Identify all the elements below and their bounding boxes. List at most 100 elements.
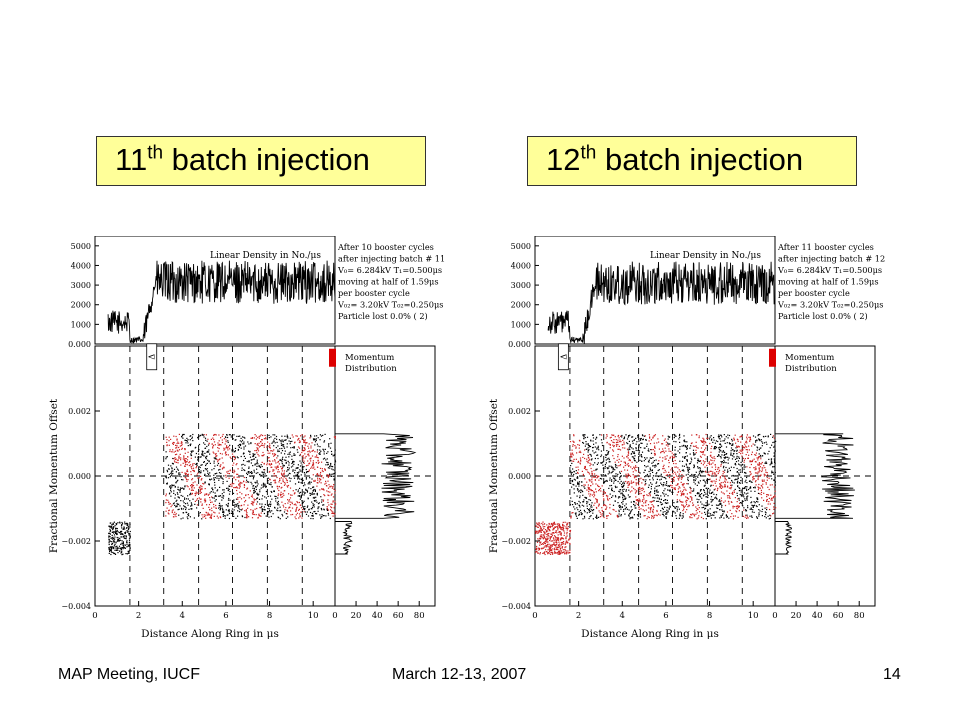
particle xyxy=(197,450,199,453)
particle xyxy=(281,501,283,503)
particle xyxy=(740,495,743,497)
particle xyxy=(767,474,769,476)
particle xyxy=(328,446,330,448)
particle xyxy=(652,437,654,439)
particle xyxy=(704,513,707,515)
title-text: batch injection xyxy=(596,142,804,177)
particle xyxy=(279,448,281,450)
particle xyxy=(592,483,594,485)
particle xyxy=(696,508,698,510)
particle xyxy=(628,483,630,485)
particle xyxy=(611,488,613,491)
particle xyxy=(602,464,604,466)
particle xyxy=(642,495,644,497)
particle xyxy=(699,494,701,496)
particle xyxy=(771,444,773,446)
particle xyxy=(732,507,734,509)
particle xyxy=(603,491,605,493)
particle xyxy=(618,505,620,507)
particle xyxy=(767,453,769,455)
particle xyxy=(195,452,197,455)
particle xyxy=(109,529,112,531)
particle xyxy=(717,472,719,475)
particle xyxy=(720,487,723,489)
particle xyxy=(256,465,258,467)
particle xyxy=(599,516,602,518)
particle xyxy=(602,461,604,463)
particle xyxy=(717,440,719,443)
particle xyxy=(196,484,198,486)
particle xyxy=(643,471,645,474)
particle xyxy=(718,448,720,450)
particle xyxy=(649,479,651,481)
particle xyxy=(593,475,595,477)
particle xyxy=(587,443,589,445)
particle xyxy=(692,449,695,451)
particle xyxy=(270,436,272,438)
particle xyxy=(701,451,703,453)
particle xyxy=(109,550,111,553)
particle xyxy=(254,434,256,436)
particle xyxy=(177,509,179,511)
particle xyxy=(312,493,314,495)
particle xyxy=(215,457,217,459)
particle xyxy=(712,471,714,473)
particle xyxy=(184,498,186,500)
particle xyxy=(760,493,762,496)
particle xyxy=(187,513,189,516)
particle xyxy=(251,437,253,439)
particle xyxy=(766,499,768,501)
particle xyxy=(273,479,275,482)
particle xyxy=(717,507,719,509)
particle xyxy=(746,438,748,440)
particle xyxy=(176,438,178,440)
particle xyxy=(625,473,627,475)
particle xyxy=(241,467,243,469)
particle xyxy=(279,440,282,442)
particle xyxy=(756,516,758,518)
particle xyxy=(303,449,305,452)
particle xyxy=(637,488,639,490)
particle xyxy=(768,458,770,460)
particle xyxy=(119,539,121,541)
particle xyxy=(239,509,241,511)
particle xyxy=(175,506,177,508)
particle xyxy=(695,478,697,480)
particle xyxy=(655,473,657,475)
particle xyxy=(623,488,625,490)
particle xyxy=(302,455,304,457)
particle xyxy=(260,464,262,466)
particle xyxy=(758,469,760,471)
particle xyxy=(285,513,287,515)
particle xyxy=(638,487,640,489)
particle xyxy=(617,434,620,437)
particle xyxy=(681,460,684,462)
particle xyxy=(705,496,707,498)
particle xyxy=(774,481,776,483)
particle xyxy=(634,459,636,462)
particle xyxy=(168,468,170,470)
particle xyxy=(298,481,300,483)
particle xyxy=(706,496,708,498)
particle xyxy=(175,466,178,468)
particle xyxy=(635,465,637,467)
particle xyxy=(171,473,173,475)
particle xyxy=(213,503,215,506)
particle xyxy=(258,464,260,467)
particle xyxy=(212,437,214,439)
particle xyxy=(314,480,316,482)
particle xyxy=(707,509,709,511)
particle xyxy=(619,496,621,498)
particle xyxy=(703,471,705,473)
particle xyxy=(261,444,263,447)
particle xyxy=(702,464,704,466)
particle xyxy=(252,455,254,458)
particle xyxy=(635,496,637,498)
particle xyxy=(192,467,195,469)
particle xyxy=(217,447,219,449)
particle xyxy=(325,515,327,517)
particle xyxy=(675,456,677,458)
particle xyxy=(710,439,713,441)
particle xyxy=(253,458,255,460)
particle xyxy=(300,474,302,476)
